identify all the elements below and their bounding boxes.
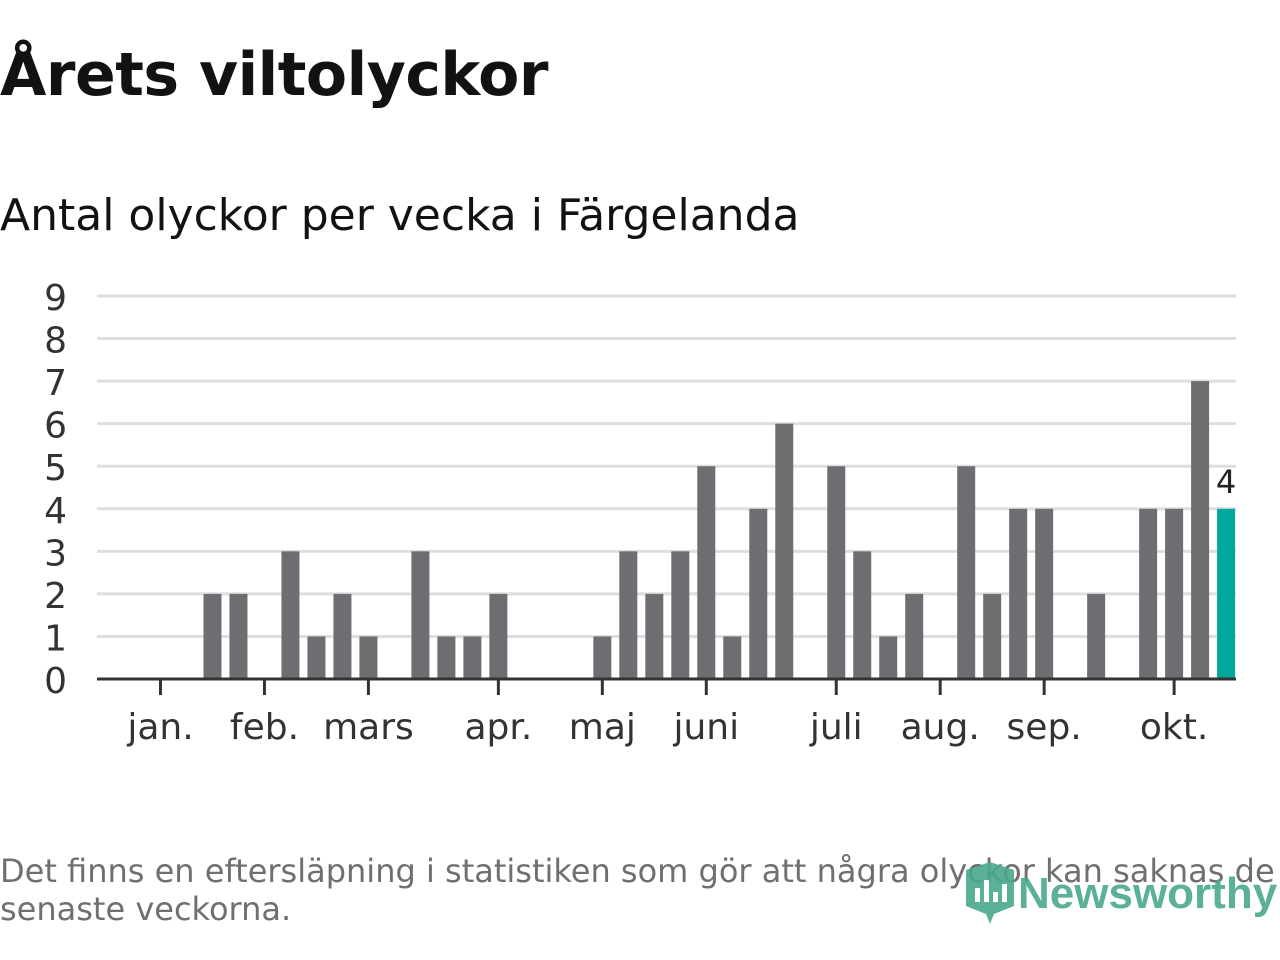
x-tick-label: feb. bbox=[230, 707, 299, 748]
bar bbox=[619, 551, 638, 679]
bar bbox=[1139, 508, 1158, 679]
newsworthy-logo-icon bbox=[966, 862, 1014, 924]
x-tick-label: jan. bbox=[126, 707, 193, 748]
bar bbox=[957, 466, 976, 679]
bar bbox=[359, 636, 378, 679]
bar bbox=[749, 508, 768, 679]
y-tick-label: 4 bbox=[44, 491, 67, 532]
bar bbox=[723, 636, 742, 679]
y-tick-label: 3 bbox=[44, 533, 67, 574]
bar bbox=[411, 551, 430, 679]
y-tick-label: 0 bbox=[44, 661, 67, 702]
y-tick-label: 2 bbox=[44, 576, 67, 617]
newsworthy-logo-text: Newsworthy bbox=[1018, 869, 1278, 918]
bar bbox=[307, 636, 326, 679]
bar bbox=[1165, 508, 1184, 679]
bar bbox=[879, 636, 898, 679]
x-tick-label: okt. bbox=[1140, 707, 1208, 748]
bar bbox=[229, 593, 248, 679]
chart-title: Årets viltolyckor bbox=[0, 40, 549, 110]
y-tick-label: 8 bbox=[44, 321, 67, 362]
bar bbox=[645, 593, 664, 679]
y-tick-label: 9 bbox=[44, 278, 67, 319]
bar bbox=[333, 593, 352, 679]
bar bbox=[853, 551, 872, 679]
x-tick-label: sep. bbox=[1007, 707, 1082, 748]
bar bbox=[671, 551, 690, 679]
bar bbox=[1087, 593, 1106, 679]
bar bbox=[697, 466, 716, 679]
bar bbox=[593, 636, 612, 679]
bar bbox=[1009, 508, 1028, 679]
bar bbox=[463, 636, 482, 679]
x-tick-label: maj bbox=[569, 707, 636, 748]
highlight-bar bbox=[1217, 508, 1236, 679]
newsworthy-logo[interactable]: Newsworthy bbox=[964, 862, 1277, 926]
bar bbox=[827, 466, 846, 679]
bar bbox=[983, 593, 1002, 679]
y-tick-label: 5 bbox=[44, 448, 67, 489]
bar bbox=[281, 551, 300, 679]
x-tick-label: mars bbox=[323, 707, 414, 748]
bar bbox=[489, 593, 508, 679]
x-tick-label: aug. bbox=[901, 707, 980, 748]
bar bbox=[437, 636, 456, 679]
footnote: Det finns en eftersläpning i statistiken… bbox=[0, 852, 1275, 928]
x-tick-label: juli bbox=[809, 707, 863, 748]
bar bbox=[1035, 508, 1054, 679]
y-tick-label: 1 bbox=[44, 618, 67, 659]
bar bbox=[905, 593, 924, 679]
bar bbox=[203, 593, 222, 679]
bar bbox=[775, 423, 794, 679]
chart-subtitle: Antal olyckor per vecka i Färgelanda bbox=[0, 190, 800, 241]
y-tick-label: 7 bbox=[44, 363, 67, 404]
highlight-value-label: 4 bbox=[1216, 463, 1236, 501]
x-tick-label: apr. bbox=[464, 707, 532, 748]
bar bbox=[1191, 381, 1210, 679]
y-tick-label: 6 bbox=[44, 406, 67, 447]
x-tick-label: juni bbox=[672, 707, 739, 748]
